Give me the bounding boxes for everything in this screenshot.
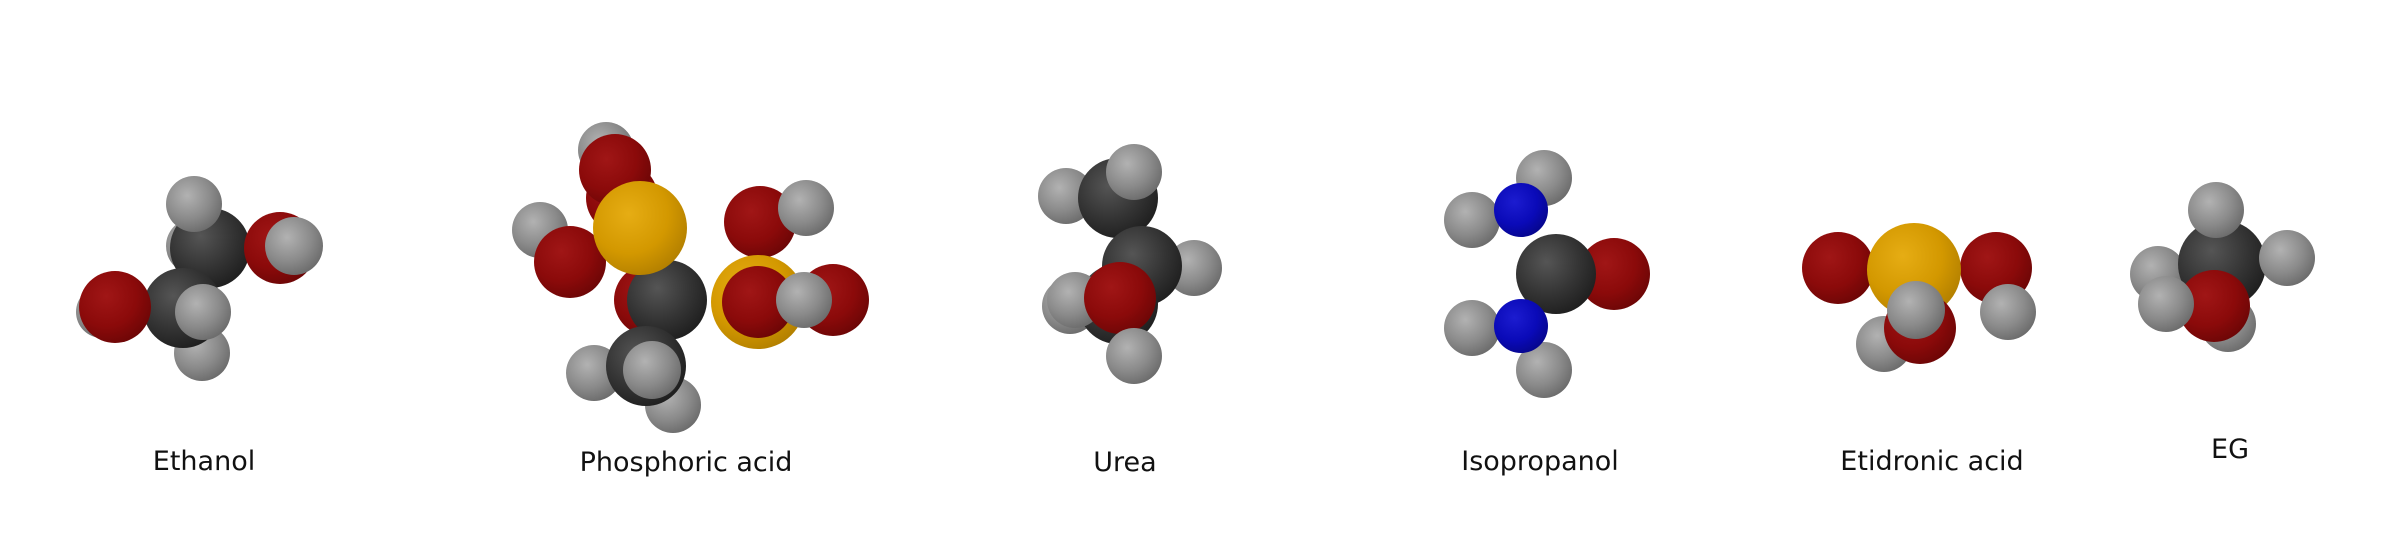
molecule-phosphoric-acid-model [512,122,869,433]
molecule-label-phosphoric-acid: Phosphoric acid [579,447,793,478]
molecule-label-ethanol: Ethanol [152,446,256,477]
molecule-urea-model [1038,144,1222,384]
molecule-label-eg: EG [2211,434,2249,465]
molecule-label-urea: Urea [1093,447,1157,478]
molecule-label-isopropanol: Isopropanol [1461,446,1619,477]
molecule-isopropanol-model [1444,150,1650,398]
molecule-etidronic-acid-model [1802,223,2036,372]
molecule-label-etidronic-acid: Etidronic acid [1840,446,2024,477]
molecule-eg-model [2130,182,2315,352]
molecule-ethanol-model [76,176,323,381]
